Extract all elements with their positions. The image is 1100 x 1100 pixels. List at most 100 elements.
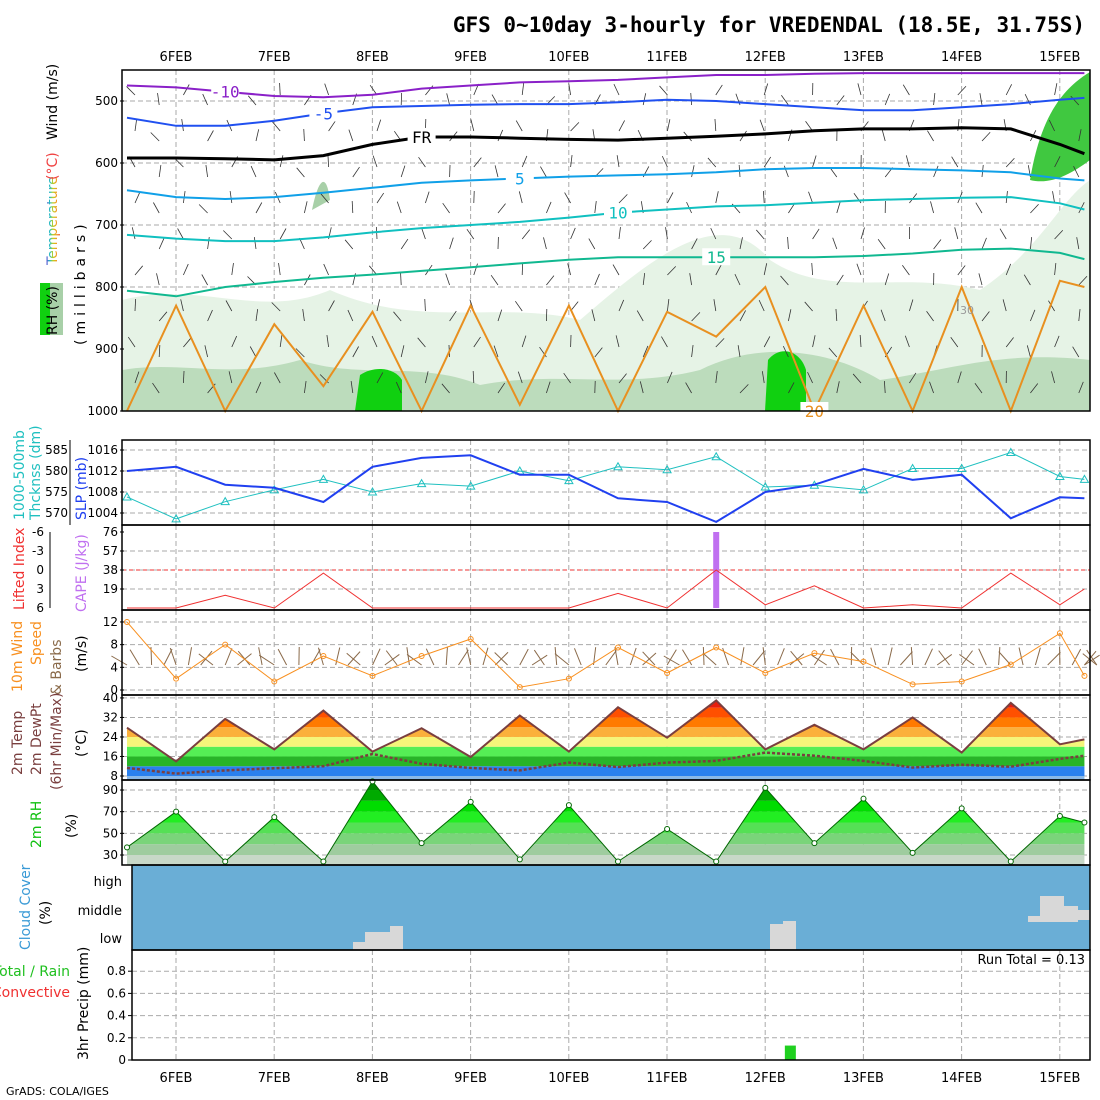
wind-barb [715,84,723,96]
wind-barb [131,227,136,240]
wind-barb [884,273,890,286]
wind-barb [446,93,450,106]
wind-barb [521,335,527,348]
wind-barb [954,227,959,240]
li-cape-axis-labels: Lifted Index CAPE (J/kg) [12,528,90,612]
wind-barb-10m [811,654,827,666]
wind-barb [320,193,329,204]
y-tick-label: 1000 [87,404,118,418]
wind-barb [521,83,525,96]
wind-barb [249,346,257,358]
wind-speed-point [909,681,916,688]
y-tick-label: 600 [95,156,118,170]
wind-barb [272,121,281,132]
cloud-cover-label: Cloud Cover [18,864,34,950]
wind-barb [904,335,910,348]
rh-point [467,798,474,805]
li-tick-label: 3 [36,582,44,596]
wind-barb [424,298,426,312]
wind-barb [636,310,644,322]
wind-barb [639,381,644,394]
wind-barb-10m [347,651,361,666]
rh-point [1056,813,1063,820]
wind-barb [255,129,260,142]
wind-barb [805,121,813,132]
wind-barb [564,192,571,204]
wind-barb [788,382,795,394]
precip-bar [784,1045,796,1060]
wind-barb [951,156,959,168]
wind-barb [521,155,528,168]
wind-barb-10m [533,649,545,666]
panel-frame [131,949,1091,1061]
wind-barb [271,302,281,312]
wind-barb [1078,309,1081,322]
rh-axis-labels: 2m RH (%) [29,801,80,848]
wind-speed-point [418,652,425,659]
wind-barb [517,371,523,384]
wind-barb [497,129,504,142]
wind-barb [950,337,959,348]
wind-barb [591,309,596,322]
isotherm-FR [127,126,1085,162]
wind-barb [279,82,281,96]
cloud-block [1078,910,1090,920]
wind-barb [445,273,450,286]
wind-barb [782,345,789,358]
panel-frame [121,439,1091,526]
wind-barb [667,266,677,276]
wind-barb [174,158,184,168]
cloud-axis-labels: Cloud Cover (%) high middle low [18,864,122,950]
wind-barb-10m [346,652,361,666]
upper-air-axis-labels: RH (%) Temperature (°C) Wind (m/s) (mill… [40,64,89,345]
thickness-tick-label: 575 [45,485,68,499]
wind-barb [902,265,910,276]
wind-barb-10m [1018,647,1024,666]
wind-barb [540,166,547,178]
wind-barb [860,227,865,240]
lifted-index-label: Lifted Index [12,528,28,610]
wind-barb [279,335,283,348]
wind-speed-point [615,644,621,651]
wind-barb-10m [642,651,656,666]
wind-barb [1078,129,1082,142]
slp-line [126,454,1085,524]
convective-label: Convective [0,985,70,1001]
wind-barb-10m [959,654,975,666]
isotherm-5 [126,167,1085,201]
wind-barb [134,265,144,276]
wind-barb [255,202,263,214]
wind-barb [594,273,600,286]
wind-barb [400,238,409,250]
cape-label: CAPE (J/kg) [74,534,90,612]
wind-barb [546,275,555,286]
wind-barb [395,381,402,394]
wind-barb [883,381,886,394]
wind-barb [201,274,208,286]
day-label-top: 6FEB [160,50,193,65]
wind-barb [832,237,838,250]
day-label-top: 13FEB [843,50,884,65]
wind-barb [929,381,934,394]
wind-barb [739,310,746,322]
thickness-point [1005,447,1016,457]
wind-barb [737,345,741,358]
thickness-point [711,451,722,461]
wind-barb-10m [702,652,717,666]
wind-speed-point [124,618,130,625]
wind-barb [758,299,765,312]
wind-barb [473,157,482,168]
wind-barb [836,274,844,286]
rh-point [320,858,327,865]
y-tick-label: 0 [110,683,118,697]
thickness-point [367,486,378,496]
wind-barb [247,95,257,106]
y-tick-label: 700 [95,218,118,232]
wind-barb [473,336,481,348]
wind-barb-10m [887,647,893,666]
isotherm-label: -10 [211,83,240,102]
wind-barb [594,201,597,214]
wind-barb [563,372,571,384]
rh-point [222,858,229,865]
wind-barb-10m [900,651,913,666]
